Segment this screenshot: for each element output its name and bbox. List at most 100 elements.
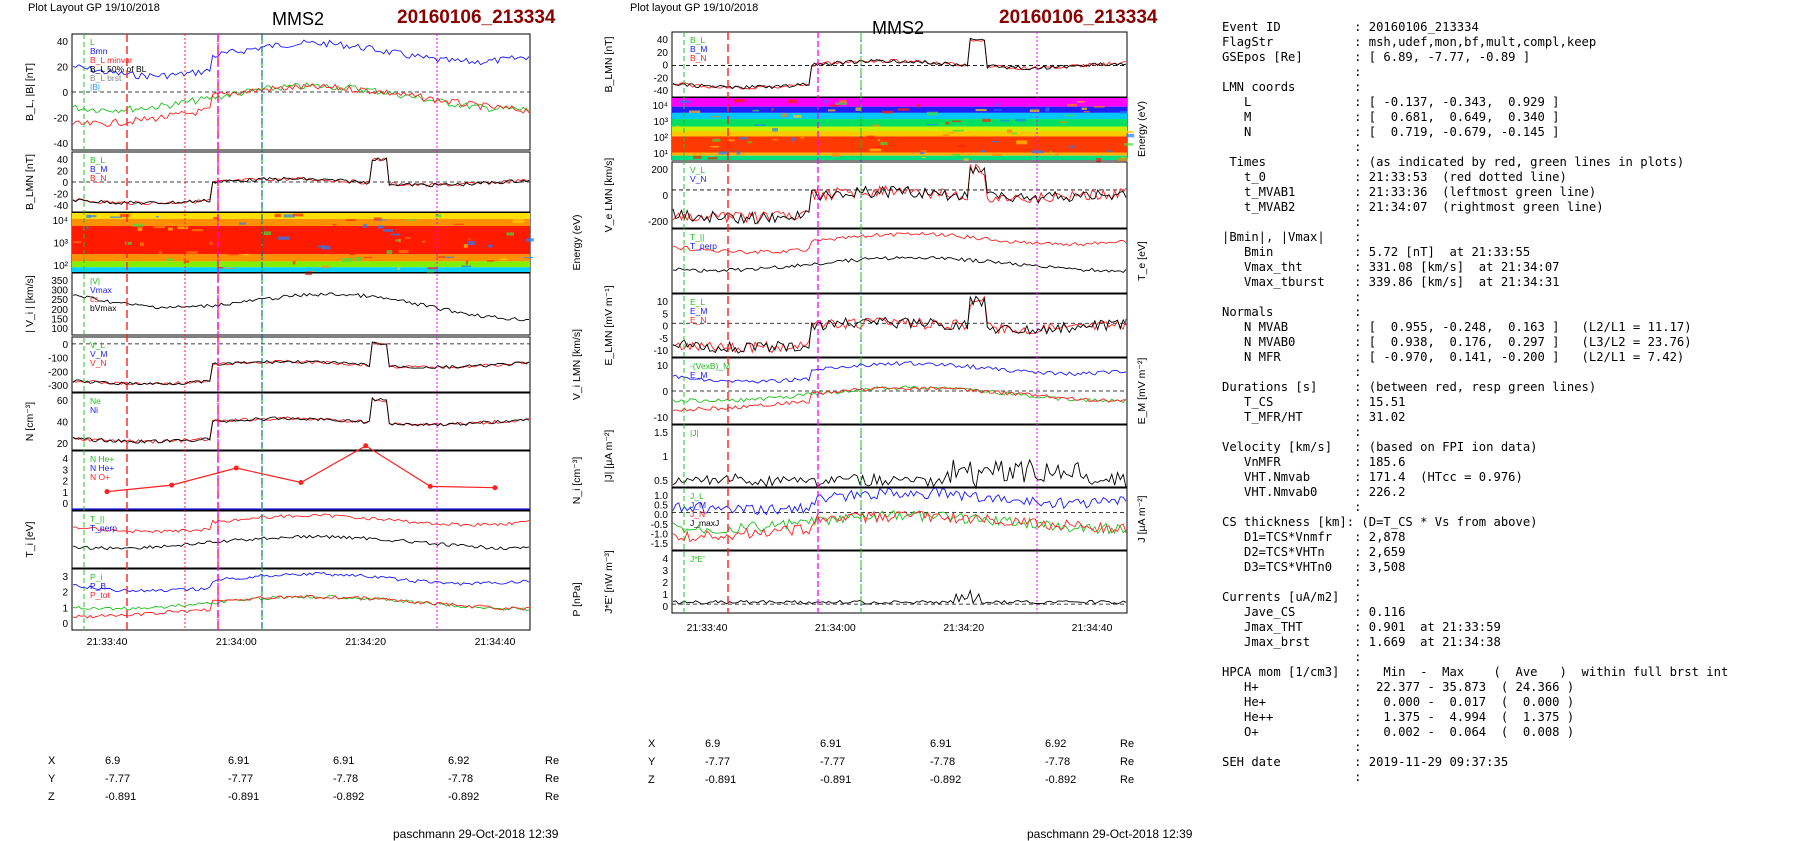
right-2-heatmap-speck — [1124, 143, 1134, 146]
right-2-heatmap-speck — [1093, 106, 1105, 108]
left-3-heatmap-speck — [86, 214, 91, 219]
left-position-value: 6.92 — [448, 755, 470, 767]
right-6-legend-entry: -(VexB)_M — [690, 361, 730, 371]
right-1-tick-label: 40 — [657, 35, 669, 46]
right-5-panel: 105 0-5-10 E_LMN [mV m⁻¹] E_LE_ME_N — [603, 285, 1128, 366]
right-8-legend-entry: J_maxJ — [690, 518, 719, 528]
right-8-legend-entry: J_N — [690, 509, 705, 519]
left-3-heatmap-speck — [396, 247, 401, 250]
left-3-heatmap-speck — [158, 251, 162, 255]
left-3-heatmap-speck — [395, 239, 401, 242]
right-1-panel: 40 20 0-20 -40 B_LMN [nT] B_LB_MB_N — [603, 31, 1128, 98]
right-2-heatmap-speck — [1000, 119, 1010, 122]
info-line: L : [ -0.137, -0.343, 0.929 ] — [1222, 95, 1560, 109]
left-3-heatmap-speck — [435, 213, 442, 218]
left-4-legend-entry: |V| — [90, 276, 100, 286]
right-9-axis-label: J*E' [nW m⁻³] — [603, 550, 615, 614]
right-3-panel-frame — [671, 161, 1128, 229]
left-9-tick-label: 0 — [62, 619, 68, 630]
right-2-heatmap-speck — [829, 104, 840, 107]
info-line: FlagStr : msh,udef,mon,bf,mult,compl,kee… — [1222, 35, 1597, 49]
left-5-legend-entry: V_L — [90, 340, 105, 350]
right-position-value: 6.91 — [930, 738, 952, 750]
left-3-heatmap-speck — [110, 237, 119, 242]
right-5-legend-entry: E_L — [690, 297, 705, 307]
right-8-tick-label: -0.5 — [651, 520, 669, 531]
left-3-heatmap-speck — [346, 219, 357, 221]
left-3-heatmap-speck — [461, 265, 472, 268]
left-5-panel: 0 -100 -200 -300 V_i LMN [km/s] V_LV_MV_N — [48, 329, 583, 400]
left-1-series-line — [72, 39, 530, 80]
left-4-tick-label: 150 — [51, 314, 68, 325]
right-2-heatmap-speck — [873, 146, 882, 149]
right-8-tick-label: -1.5 — [651, 539, 669, 550]
left-3-panel: 10⁴ 10³ 10² Energy (eV) — [53, 212, 583, 276]
left-7-data-point — [104, 489, 110, 495]
right-1-legend-entry: B_N — [690, 53, 707, 63]
left-2-tick-label: 20 — [57, 167, 69, 178]
right-2-heatmap-speck — [752, 109, 760, 112]
left-3-heatmap-speck — [503, 221, 508, 223]
right-2-heatmap-speck — [991, 153, 1001, 156]
left-3-heatmap-speck — [499, 258, 508, 261]
right-4-axis-label: T_e [eV] — [1136, 241, 1148, 281]
left-3-heatmap-speck — [377, 225, 384, 229]
right-5-tick-label: -5 — [659, 334, 668, 345]
left-3-heatmap-speck — [311, 270, 315, 272]
right-6-panel: 10 0 -10 E_M [mV m⁻²] -(VexB)_ME_M — [654, 357, 1148, 425]
left-3-heatmap-band — [72, 254, 530, 262]
right-2-heatmap-speck — [827, 109, 836, 112]
left-footer: paschmann 29-Oct-2018 12:39 — [393, 827, 559, 841]
left-3-heatmap-speck — [104, 226, 112, 228]
left-1-axis-label: B_L, |B| [nT] — [24, 63, 36, 121]
right-2-heatmap-speck — [1107, 150, 1112, 153]
info-line: : — [1222, 140, 1362, 154]
right-9-tick-label: 1 — [662, 590, 668, 601]
right-2-heatmap-speck — [952, 153, 960, 157]
right-2-heatmap-speck — [942, 134, 946, 136]
right-1-axis-label: B_LMN [nT] — [603, 36, 615, 92]
left-position-value: 6.9 — [105, 755, 121, 767]
right-2-heatmap-speck — [689, 110, 701, 113]
left-3-heatmap-speck — [342, 258, 353, 263]
right-2-heatmap-speck — [921, 156, 926, 159]
right-time-tick-label: 21:34:40 — [1072, 622, 1113, 634]
right-3-tick-label: 200 — [651, 165, 668, 176]
right-2-heatmap-speck — [951, 120, 961, 123]
left-time-tick-label: 21:34:00 — [216, 636, 257, 648]
right-6-legend-entry: E_M — [690, 370, 707, 380]
info-line: Times : (as indicated by red, green line… — [1222, 155, 1685, 169]
left-9-series-line — [72, 594, 530, 611]
left-9-series-line — [72, 571, 530, 593]
left-1-tick-label: 40 — [57, 37, 69, 48]
left-4-series-line — [72, 292, 529, 322]
info-line: t_0 : 21:33:53 (red dotted line) — [1222, 170, 1567, 184]
left-6-tick-label: 40 — [57, 418, 69, 429]
right-3-tick-label: 0 — [662, 191, 668, 202]
info-line: : — [1222, 650, 1362, 664]
left-3-heatmap-speck — [283, 214, 295, 218]
right-2-heatmap-speck — [1029, 109, 1040, 112]
right-2-heatmap-speck — [1067, 103, 1077, 107]
right-position-unit: Re — [1120, 738, 1135, 750]
right-2-heatmap-speck — [839, 99, 847, 103]
left-9-panel: 3 2 1 0 P [nPa] P_iP_BP_tot — [62, 568, 583, 631]
right-9-tick-label: 3 — [662, 566, 668, 577]
left-3-heatmap-speck — [397, 267, 401, 270]
right-2-heatmap-speck — [1081, 107, 1087, 110]
left-position-value: -7.78 — [333, 773, 359, 785]
right-2-heatmap-speck — [1126, 133, 1135, 138]
right-2-heatmap-speck — [727, 139, 735, 142]
left-5-tick-label: 0 — [62, 340, 68, 351]
left-1-legend-entry: B_L minvar — [90, 55, 133, 65]
left-7-legend-entry: N He+ — [90, 463, 114, 473]
left-position-value: -0.892 — [448, 791, 480, 803]
right-2-heatmap-speck — [926, 124, 938, 126]
left-3-heatmap-speck — [238, 249, 244, 251]
right-8-legend-entry: J_L — [690, 491, 704, 501]
right-7-panel-frame — [671, 424, 1128, 488]
right-2-heatmap-speck — [1064, 114, 1075, 117]
right-2-heatmap-speck — [772, 138, 778, 141]
right-layout-label: Plot layout GP 19/10/2018 — [630, 2, 759, 14]
